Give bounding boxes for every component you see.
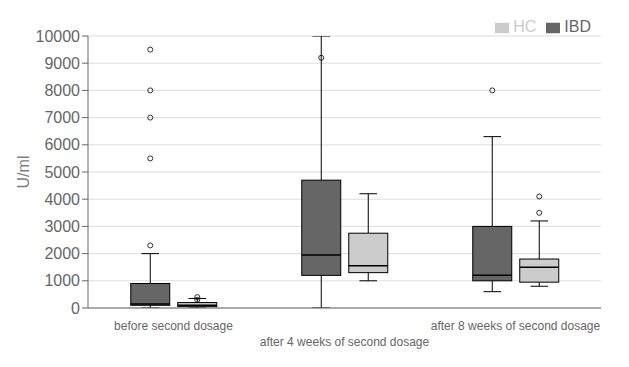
svg-text:4000: 4000 bbox=[44, 191, 80, 208]
html-text:IBD: IBD bbox=[564, 18, 591, 35]
svg-text:7000: 7000 bbox=[44, 109, 80, 126]
svg-text:10000: 10000 bbox=[36, 28, 81, 45]
svg-text:6000: 6000 bbox=[44, 136, 80, 153]
svg-text:8000: 8000 bbox=[44, 82, 80, 99]
svg-text:after 4 weeks of second dosage: after 4 weeks of second dosage bbox=[260, 335, 430, 349]
svg-text:2000: 2000 bbox=[44, 245, 80, 262]
svg-text:U/ml: U/ml bbox=[15, 156, 32, 189]
html-text:HC: HC bbox=[513, 18, 537, 35]
svg-text:5000: 5000 bbox=[44, 164, 80, 181]
svg-text:before second dosage: before second dosage bbox=[114, 319, 233, 333]
svg-text:0: 0 bbox=[71, 300, 80, 317]
svg-text:after 8 weeks of second dosage: after 8 weeks of second dosage bbox=[431, 319, 601, 333]
svg-text:3000: 3000 bbox=[44, 218, 80, 235]
svg-text:9000: 9000 bbox=[44, 55, 80, 72]
svg-text:1000: 1000 bbox=[44, 272, 80, 289]
